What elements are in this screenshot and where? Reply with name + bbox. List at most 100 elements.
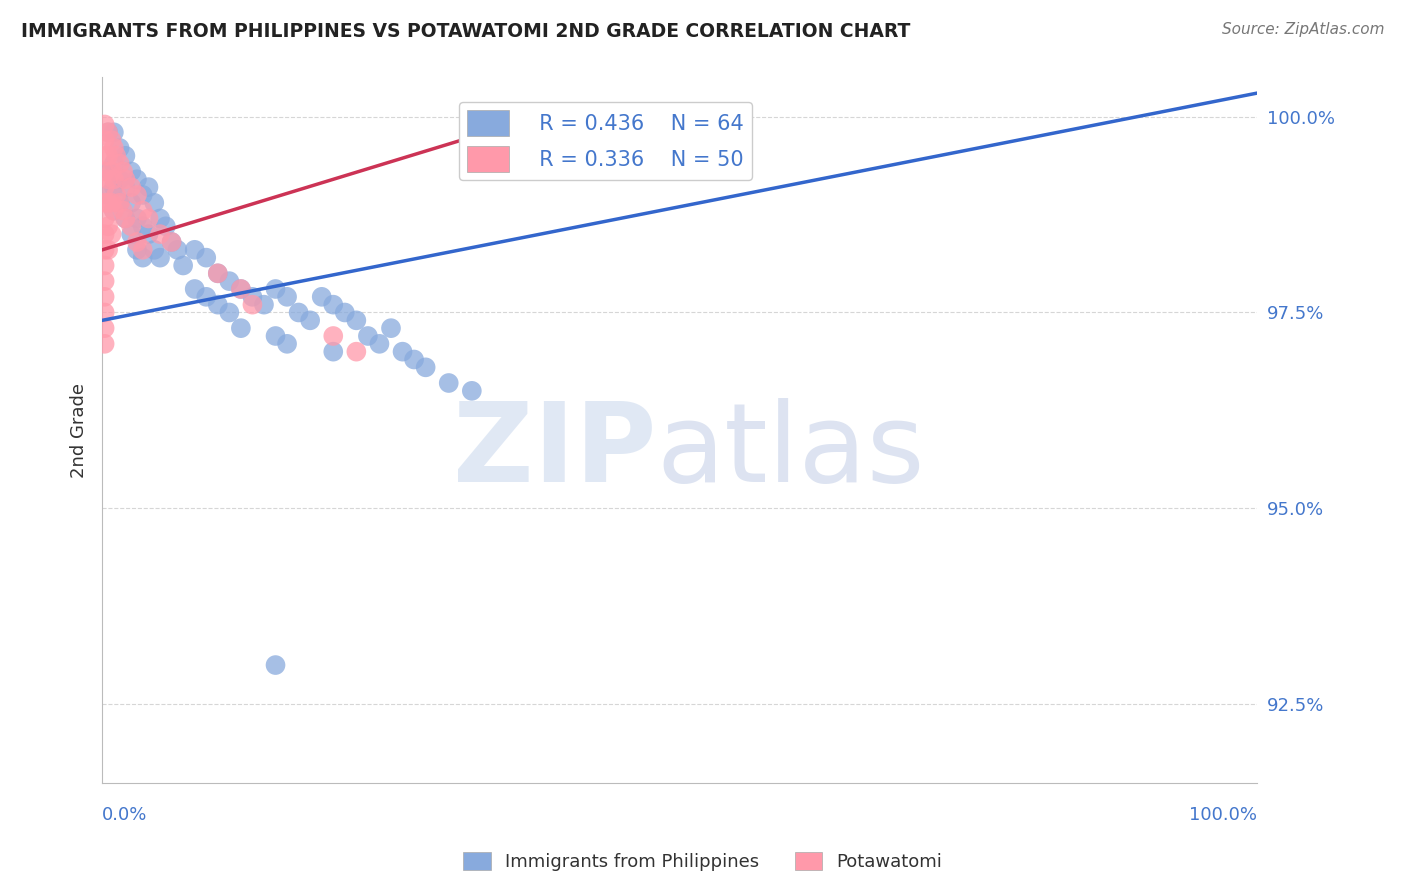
Point xyxy=(97,164,120,178)
Point xyxy=(138,227,160,241)
Point xyxy=(160,235,183,249)
Point xyxy=(253,298,276,312)
Point xyxy=(120,164,142,178)
Point xyxy=(105,188,128,202)
Point xyxy=(103,172,125,186)
Point xyxy=(149,227,172,241)
Point xyxy=(93,195,115,210)
Point xyxy=(276,290,298,304)
Point xyxy=(114,180,136,194)
Point xyxy=(97,125,120,139)
Point xyxy=(344,313,367,327)
Point xyxy=(105,149,128,163)
Point xyxy=(93,336,115,351)
Point xyxy=(125,243,148,257)
Point xyxy=(183,243,205,257)
Point xyxy=(125,211,148,226)
Point xyxy=(322,298,344,312)
Point xyxy=(125,235,148,249)
Point xyxy=(108,195,131,210)
Point xyxy=(100,195,122,210)
Point xyxy=(322,329,344,343)
Point xyxy=(264,282,287,296)
Point xyxy=(415,360,437,375)
Point xyxy=(143,195,166,210)
Point xyxy=(93,149,115,163)
Point xyxy=(103,203,125,218)
Point xyxy=(114,172,136,186)
Point xyxy=(299,313,322,327)
Point xyxy=(103,156,125,170)
Point xyxy=(103,141,125,155)
Point xyxy=(93,118,115,132)
Point xyxy=(103,203,125,218)
Point xyxy=(97,188,120,202)
Point xyxy=(132,203,155,218)
Point xyxy=(120,227,142,241)
Point xyxy=(311,290,333,304)
Point xyxy=(229,321,252,335)
Point xyxy=(103,180,125,194)
Point xyxy=(97,195,120,210)
Point xyxy=(287,305,309,319)
Point xyxy=(108,172,131,186)
Point xyxy=(195,251,218,265)
Point xyxy=(100,164,122,178)
Point xyxy=(155,219,177,234)
Point xyxy=(242,290,264,304)
Point xyxy=(149,251,172,265)
Point xyxy=(114,149,136,163)
Point xyxy=(93,211,115,226)
Point xyxy=(93,274,115,288)
Text: 100.0%: 100.0% xyxy=(1189,806,1257,824)
Point xyxy=(100,133,122,147)
Point xyxy=(461,384,484,398)
Point xyxy=(120,195,142,210)
Legend: Immigrants from Philippines, Potawatomi: Immigrants from Philippines, Potawatomi xyxy=(456,845,950,879)
Point xyxy=(93,259,115,273)
Point xyxy=(404,352,426,367)
Point xyxy=(195,290,218,304)
Text: IMMIGRANTS FROM PHILIPPINES VS POTAWATOMI 2ND GRADE CORRELATION CHART: IMMIGRANTS FROM PHILIPPINES VS POTAWATOM… xyxy=(21,22,911,41)
Point xyxy=(93,180,115,194)
Point xyxy=(112,203,135,218)
Point xyxy=(132,188,155,202)
Point xyxy=(357,329,380,343)
Point xyxy=(380,321,402,335)
Point xyxy=(97,149,120,163)
Point xyxy=(132,219,155,234)
Point xyxy=(132,243,155,257)
Point xyxy=(93,243,115,257)
Point xyxy=(108,156,131,170)
Point xyxy=(264,329,287,343)
Point xyxy=(166,243,188,257)
Point xyxy=(391,344,413,359)
Point xyxy=(93,290,115,304)
Legend:   R = 0.436    N = 64,   R = 0.336    N = 50: R = 0.436 N = 64, R = 0.336 N = 50 xyxy=(460,102,752,180)
Point xyxy=(125,172,148,186)
Point xyxy=(93,164,115,178)
Point xyxy=(322,344,344,359)
Point xyxy=(149,211,172,226)
Point xyxy=(218,274,240,288)
Point xyxy=(108,195,131,210)
Point xyxy=(368,336,391,351)
Point xyxy=(207,298,229,312)
Point xyxy=(143,243,166,257)
Point xyxy=(103,125,125,139)
Point xyxy=(114,211,136,226)
Point xyxy=(97,172,120,186)
Point xyxy=(344,344,367,359)
Point xyxy=(218,305,240,319)
Point xyxy=(114,211,136,226)
Point xyxy=(120,219,142,234)
Point xyxy=(437,376,460,390)
Point xyxy=(112,164,135,178)
Point xyxy=(229,282,252,296)
Point xyxy=(242,298,264,312)
Point xyxy=(100,227,122,241)
Point xyxy=(93,133,115,147)
Point xyxy=(276,336,298,351)
Point xyxy=(132,251,155,265)
Point xyxy=(138,180,160,194)
